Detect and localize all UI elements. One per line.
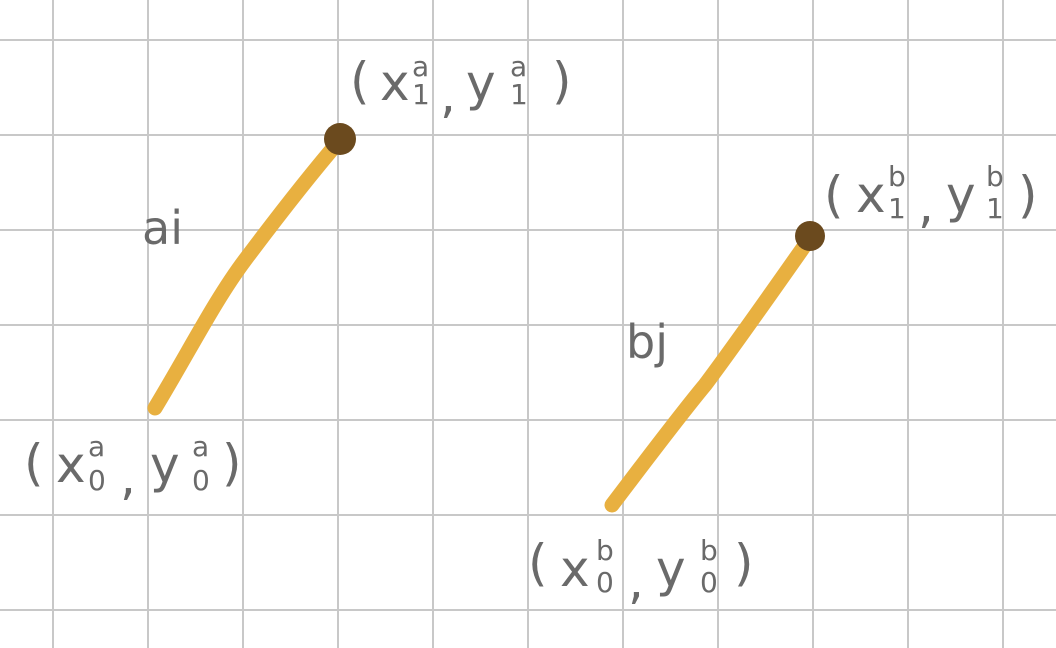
segment-b-start-label: ( x b 0 , y b 0 ) [528, 534, 754, 610]
paren-open: ( [350, 52, 370, 110]
paren-open: ( [24, 434, 44, 492]
subscript: 0 [88, 464, 106, 497]
comma: , [918, 176, 934, 234]
superscript: a [88, 430, 105, 463]
subscript: 0 [192, 464, 210, 497]
subscript: 1 [412, 78, 430, 111]
y-symbol: y [656, 540, 686, 598]
paren-close: ) [222, 434, 242, 492]
segment-b-end-label: ( x b 1 , y b 1 ) [824, 160, 1038, 234]
superscript: a [510, 50, 527, 83]
paren-open: ( [528, 534, 548, 592]
y-symbol: y [466, 54, 496, 112]
segment-a-start-label: ( x a 0 , y a 0 ) [24, 430, 242, 506]
segment-b-line [604, 230, 818, 513]
comma: , [628, 552, 644, 610]
subscript: 0 [596, 566, 614, 599]
segment-a: ai ( x a 1 , y a 1 ) ( x a 0 , y a 0 ) [24, 50, 572, 506]
superscript: a [192, 430, 209, 463]
x-symbol: x [856, 166, 886, 224]
comma: , [440, 66, 456, 124]
superscript: a [412, 50, 429, 83]
x-symbol: x [560, 540, 590, 598]
subscript: 1 [510, 78, 528, 111]
paren-open: ( [824, 166, 844, 224]
comma: , [120, 448, 136, 506]
subscript: 1 [986, 192, 1004, 225]
x-symbol: x [380, 54, 410, 112]
y-symbol: y [150, 436, 180, 494]
y-symbol: y [946, 166, 976, 224]
segment-b-label: bj [626, 315, 668, 369]
subscript: 0 [700, 566, 718, 599]
x-symbol: x [56, 436, 86, 494]
superscript: b [700, 534, 718, 567]
segment-a-line [147, 132, 348, 416]
subscript: 1 [888, 192, 906, 225]
segment-a-endpoint [324, 123, 356, 155]
segment-b: bj ( x b 1 , y b 1 ) ( x b 0 , y b 0 ) [528, 160, 1038, 610]
superscript: b [986, 160, 1004, 193]
segment-a-label: ai [142, 201, 183, 255]
segment-a-end-label: ( x a 1 , y a 1 ) [350, 50, 572, 124]
superscript: b [888, 160, 906, 193]
paren-close: ) [552, 52, 572, 110]
paren-close: ) [1018, 166, 1038, 224]
segment-b-endpoint [795, 221, 825, 251]
paren-close: ) [734, 534, 754, 592]
superscript: b [596, 534, 614, 567]
